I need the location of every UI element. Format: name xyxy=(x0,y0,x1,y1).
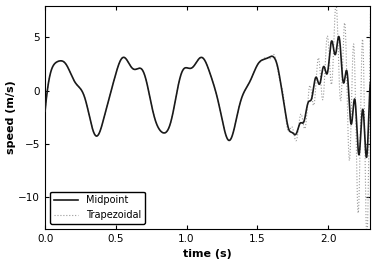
X-axis label: time (s): time (s) xyxy=(183,249,232,259)
Trapezoidal xyxy=(43,110,47,113)
Midpoint xyxy=(337,35,341,38)
Trapezoidal xyxy=(255,64,259,68)
Trapezoidal xyxy=(334,3,338,6)
Midpoint xyxy=(364,156,369,159)
Midpoint xyxy=(167,125,171,128)
Line: Midpoint: Midpoint xyxy=(45,37,370,157)
Trapezoidal xyxy=(167,125,171,128)
Midpoint xyxy=(255,65,259,68)
Y-axis label: speed (m/s): speed (m/s) xyxy=(6,80,15,154)
Midpoint xyxy=(368,81,373,84)
Midpoint xyxy=(238,101,243,104)
Trapezoidal xyxy=(368,12,373,15)
Trapezoidal xyxy=(102,115,106,118)
Midpoint xyxy=(102,115,106,118)
Trapezoidal xyxy=(310,100,315,103)
Midpoint xyxy=(286,125,290,128)
Midpoint xyxy=(310,92,315,96)
Trapezoidal xyxy=(238,101,243,104)
Legend: Midpoint, Trapezoidal: Midpoint, Trapezoidal xyxy=(50,192,145,224)
Trapezoidal xyxy=(286,129,290,132)
Midpoint xyxy=(43,110,47,113)
Line: Trapezoidal: Trapezoidal xyxy=(45,4,370,238)
Trapezoidal xyxy=(365,237,369,240)
